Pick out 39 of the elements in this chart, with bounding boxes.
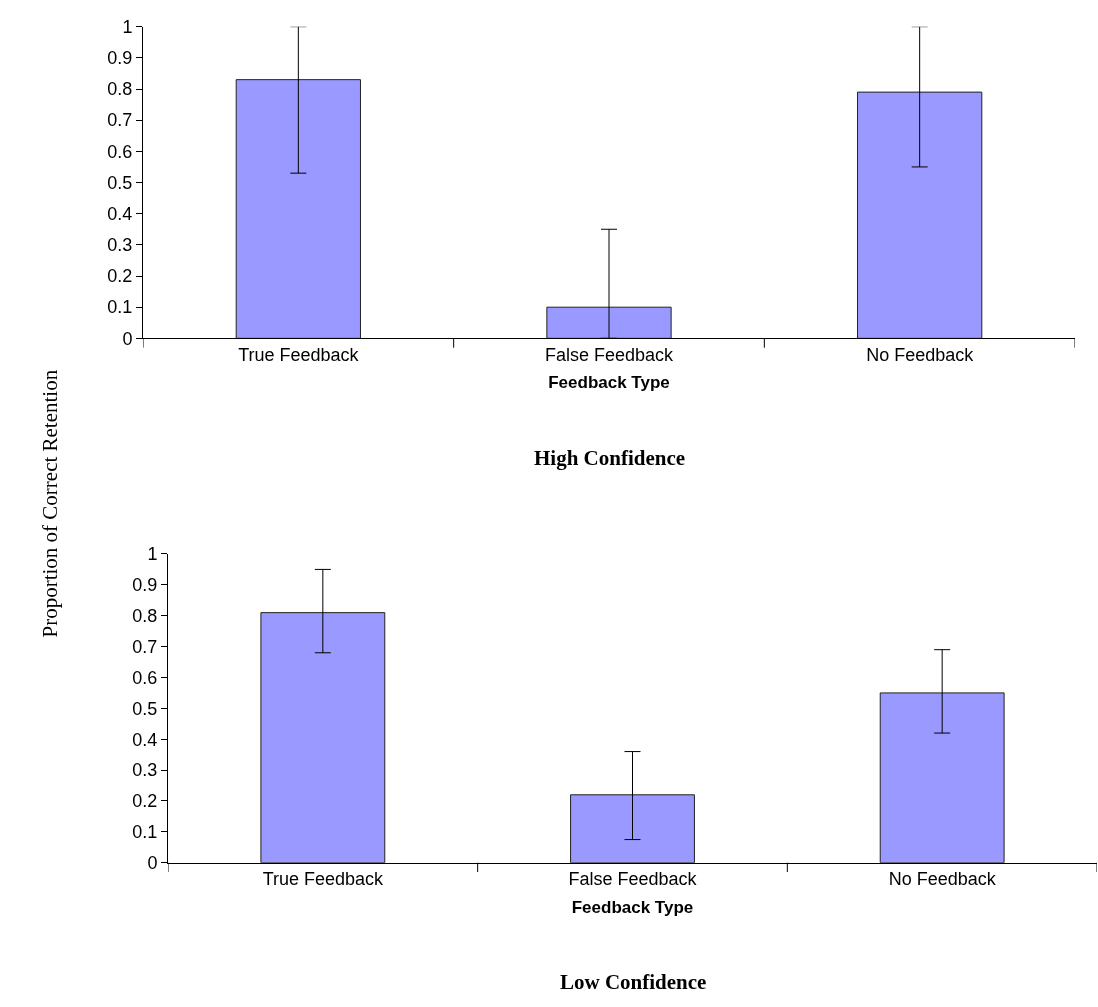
y-tick-label: 0.5 xyxy=(107,172,133,193)
y-tick-label: 0.9 xyxy=(132,575,158,596)
bar xyxy=(879,692,1005,863)
bar xyxy=(546,306,672,339)
y-tick-label: 0.3 xyxy=(132,760,158,781)
y-tick-label: 0.8 xyxy=(132,606,158,627)
y-tick-label: 0.7 xyxy=(107,110,133,131)
y-tick-label: 0 xyxy=(147,853,158,874)
bar xyxy=(235,79,361,339)
x-tick-label: No Feedback xyxy=(888,869,997,890)
y-tick-label: 1 xyxy=(147,544,158,565)
x-tick-label: False Feedback xyxy=(544,344,675,365)
y-tick-label: 0.5 xyxy=(132,698,158,719)
y-tick-label: 1 xyxy=(122,16,133,37)
x-tick-label: True Feedback xyxy=(238,344,360,365)
text: Low Confidence xyxy=(560,970,707,994)
y-tick-label: 0.9 xyxy=(107,48,133,69)
bar xyxy=(570,794,695,863)
y-tick-label: 0.4 xyxy=(107,203,133,224)
text: High Confidence xyxy=(534,446,686,470)
y-tick-label: 0 xyxy=(122,328,133,349)
y-tick-label: 0.4 xyxy=(132,729,158,750)
y-tick-label: 0.1 xyxy=(107,297,133,318)
bar xyxy=(260,612,386,863)
y-tick-label: 0.1 xyxy=(132,822,158,843)
y-tick-label: 0.2 xyxy=(107,266,133,287)
y-tick-label: 0.3 xyxy=(107,235,133,256)
y-tick-label: 0.7 xyxy=(132,636,158,657)
y-axis-title: Proportion of Correct Retention xyxy=(37,369,62,638)
y-tick-label: 0.8 xyxy=(107,79,133,100)
x-tick-label: False Feedback xyxy=(568,869,698,890)
x-tick-label: No Feedback xyxy=(866,344,975,365)
y-tick-label: 0.2 xyxy=(132,791,158,812)
y-tick-label: 0.6 xyxy=(132,667,158,688)
x-axis-title: Feedback Type xyxy=(571,897,694,917)
x-tick-label: True Feedback xyxy=(262,869,385,890)
bar xyxy=(857,91,983,339)
x-axis-title: Feedback Type xyxy=(548,373,670,393)
y-tick-label: 0.6 xyxy=(107,141,133,162)
